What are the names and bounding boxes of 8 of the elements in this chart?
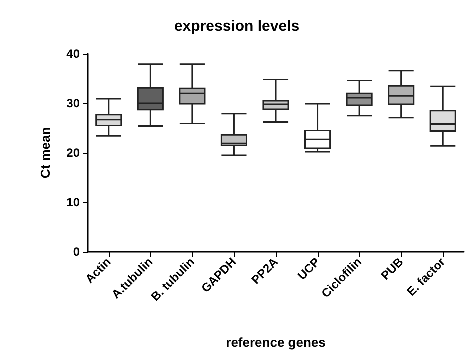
chart-title: expression levels: [174, 18, 300, 35]
y-tick-label: 20: [66, 146, 80, 160]
y-tick-label: 40: [66, 47, 80, 61]
y-tick-label: 0: [73, 245, 80, 259]
y-axis-title: Ct mean: [38, 127, 53, 179]
y-tick-label: 30: [66, 96, 80, 110]
y-tick-label: 10: [66, 196, 80, 210]
x-axis-title: reference genes: [226, 335, 326, 350]
